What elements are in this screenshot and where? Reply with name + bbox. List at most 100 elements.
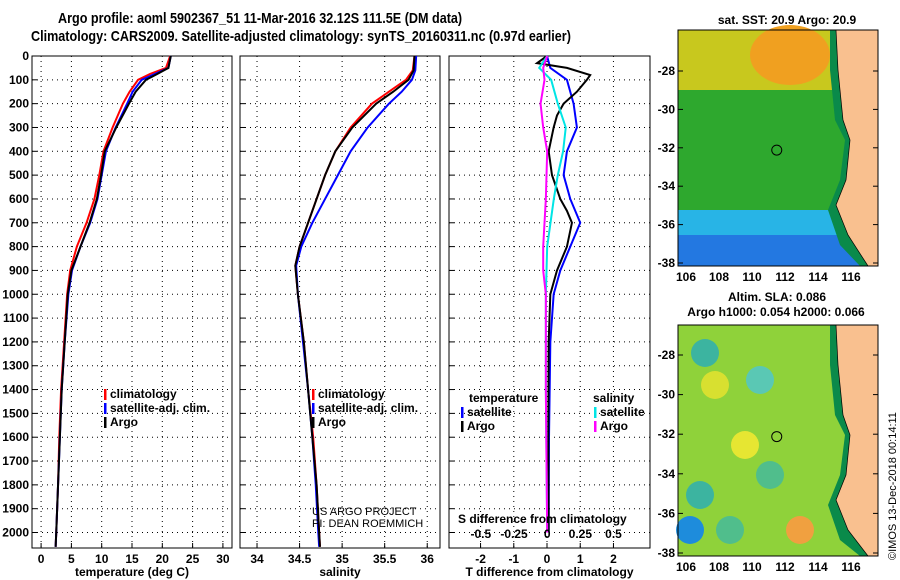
- x-axis-label: salinity: [319, 565, 361, 579]
- legend-label: climatology: [318, 387, 385, 401]
- y-tick-label: 1600: [2, 430, 29, 444]
- x-axis-label: T difference from climatology: [465, 565, 633, 579]
- x-tick-label: 10: [95, 552, 109, 566]
- y-tick-label: 300: [9, 120, 29, 134]
- map-lon-label: 106: [676, 270, 696, 284]
- sla-blob: [716, 516, 744, 544]
- legend-swatch: [312, 417, 315, 428]
- sla-blob: [691, 339, 719, 367]
- series-line-satellite-adj-clim-: [295, 55, 418, 547]
- y-tick-label: 600: [9, 192, 29, 206]
- profile-location-marker: [771, 144, 783, 156]
- x-tick-label: 35: [335, 552, 349, 566]
- x-tick-label: 30: [216, 552, 230, 566]
- sla-blob: [701, 371, 729, 399]
- legend-label: satellite-adj. clim.: [110, 401, 210, 415]
- series-line-s-argo: [539, 55, 549, 533]
- series-line-climatology: [294, 55, 416, 547]
- x-tick-label: 20: [156, 552, 170, 566]
- y-tick-label: 1400: [2, 383, 29, 397]
- sla-blob: [746, 366, 774, 394]
- plot-frame-salinity: [239, 55, 441, 549]
- s-tick-label: 0: [544, 527, 551, 541]
- map-lat-label: -38: [658, 546, 676, 560]
- map-lon-label: 112: [775, 560, 795, 574]
- sla-blob: [756, 461, 784, 489]
- legend-swatch: [461, 421, 464, 432]
- legend-swatch: [594, 421, 597, 432]
- legend-heading-salinity: salinity: [593, 391, 635, 405]
- series-line-climatology: [54, 55, 172, 547]
- legend-label: Argo: [110, 415, 138, 429]
- map-lon-label: 108: [709, 270, 729, 284]
- s-tick-label: 0.5: [605, 527, 622, 541]
- map-lon-label: 116: [841, 270, 861, 284]
- map-lon-label: 106: [676, 560, 696, 574]
- map-lon-label: 110: [742, 270, 762, 284]
- y-tick-label: 1100: [3, 311, 29, 325]
- x-axis-label: temperature (deg C): [75, 565, 189, 579]
- map-lat-label: -28: [658, 348, 676, 362]
- y-tick-label: 1800: [2, 478, 29, 492]
- title-line2: Climatology: CARS2009. Satellite-adjuste…: [31, 28, 571, 45]
- legend-heading-temperature: temperature: [469, 391, 539, 405]
- map-lon-label: 110: [742, 560, 762, 574]
- map-lat-label: -36: [658, 506, 676, 520]
- x-tick-label: 2: [610, 552, 617, 566]
- y-tick-label: 1300: [2, 359, 29, 373]
- map-lon-label: 114: [808, 270, 828, 284]
- s-tick-label: 0.25: [569, 527, 593, 541]
- y-tick-label: 800: [9, 240, 29, 254]
- series-line-t-satellite: [546, 55, 582, 533]
- map-lon-label: 114: [808, 560, 828, 574]
- legend-label: satellite-adj. clim.: [318, 401, 418, 415]
- map-lat-label: -28: [658, 64, 676, 78]
- map-frame: [677, 324, 879, 557]
- sla-blob: [731, 431, 759, 459]
- series-line-satellite-adj-clim-: [54, 55, 172, 547]
- title-line1: Argo profile: aoml 5902367_51 11-Mar-201…: [58, 10, 463, 27]
- sla-map-title2: Argo h1000: 0.054 h2000: 0.066: [687, 305, 865, 319]
- map-lat-label: -30: [658, 102, 676, 116]
- profile-location-marker: [771, 431, 783, 443]
- series-line-argo: [54, 55, 172, 547]
- y-tick-label: 0: [22, 49, 29, 63]
- x-tick-label: -2: [475, 552, 486, 566]
- legend-label: Argo: [600, 419, 628, 433]
- s-tick-label: -0.5: [470, 527, 491, 541]
- s-axis-label: S difference from climatology: [458, 512, 627, 526]
- y-tick-label: 900: [9, 263, 29, 277]
- y-tick-label: 1900: [2, 502, 29, 516]
- credit-text: ©IMOS 13-Dec-2018 00:14:11: [887, 412, 899, 560]
- x-tick-label: 5: [68, 552, 75, 566]
- map-warm-patch: [750, 25, 830, 85]
- legend-swatch: [312, 389, 315, 400]
- series-line-t-argo: [534, 55, 592, 533]
- x-tick-label: 1: [577, 552, 584, 566]
- legend-swatch: [461, 407, 464, 418]
- map-lat-label: -36: [658, 218, 676, 232]
- map-lat-label: -38: [658, 256, 676, 270]
- y-tick-label: 400: [9, 144, 29, 158]
- x-tick-label: 25: [186, 552, 200, 566]
- x-tick-label: 35.5: [373, 552, 397, 566]
- y-tick-label: 1500: [2, 406, 29, 420]
- map-lat-label: -34: [658, 179, 676, 193]
- legend-label: satellite: [600, 405, 645, 419]
- legend-label: Argo: [318, 415, 346, 429]
- y-tick-label: 1700: [2, 454, 29, 468]
- y-tick-label: 1200: [2, 335, 29, 349]
- legend-label: Argo: [467, 419, 495, 433]
- y-tick-label: 700: [9, 216, 29, 230]
- legend-swatch: [104, 417, 107, 428]
- y-tick-label: 2000: [2, 526, 29, 540]
- sla-map-title1: Altim. SLA: 0.086: [728, 290, 826, 304]
- x-tick-label: 34: [250, 552, 264, 566]
- map-lon-label: 116: [841, 560, 861, 574]
- legend-label: satellite: [467, 405, 512, 419]
- x-tick-label: 0: [38, 552, 45, 566]
- map-lat-label: -32: [658, 141, 676, 155]
- y-tick-label: 500: [9, 168, 29, 182]
